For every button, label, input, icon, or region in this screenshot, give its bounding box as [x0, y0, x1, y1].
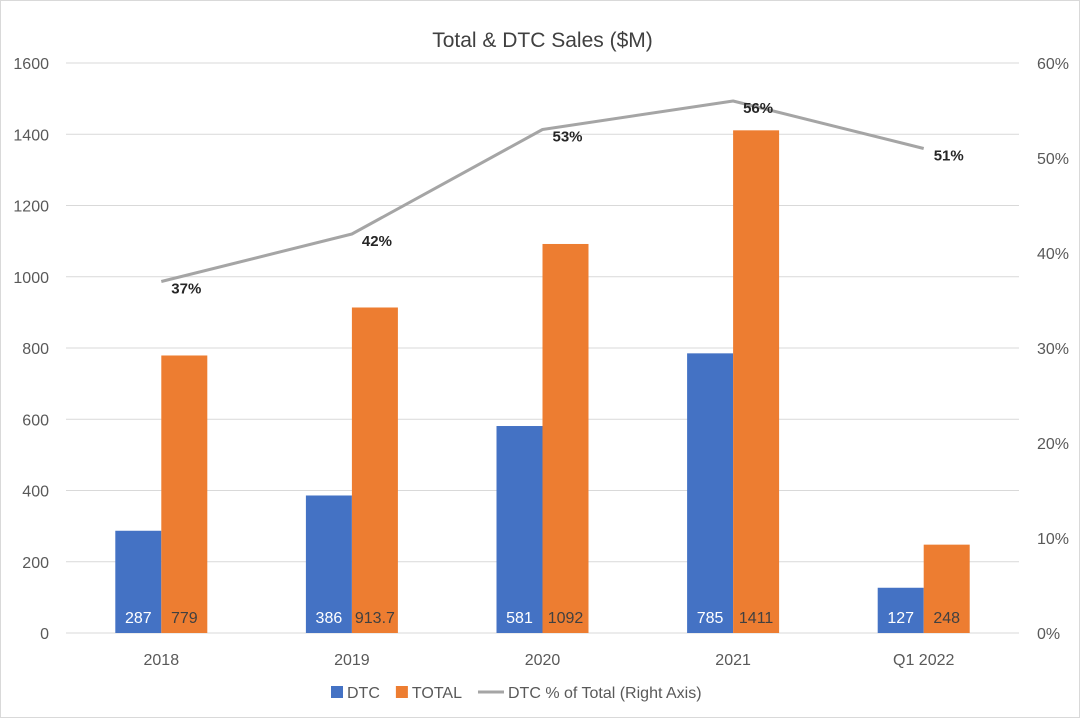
y-tick-label: 1200 — [13, 199, 49, 216]
bar-dtc — [687, 353, 734, 633]
bar-value-label: 248 — [933, 610, 960, 627]
legend-label: DTC % of Total (Right Axis) — [508, 685, 702, 702]
percent-label: 56% — [743, 100, 773, 117]
y-tick-label: 200 — [22, 555, 49, 572]
y2-tick-label: 40% — [1037, 246, 1069, 263]
x-tick-label: Q1 2022 — [893, 652, 954, 669]
bars: 287 386 581 785 127 779 913.7 1092 1411 248 — [115, 130, 970, 634]
y-tick-label: 400 — [22, 484, 49, 501]
bar-value-label: 581 — [506, 610, 533, 627]
chart-title: Total & DTC Sales ($M) — [432, 29, 653, 52]
y2-tick-label: 30% — [1037, 341, 1069, 358]
bar-value-label: 779 — [171, 610, 198, 627]
bar-total — [923, 544, 970, 633]
bar-value-label: 785 — [697, 610, 724, 627]
x-tick-label: 2019 — [334, 652, 370, 669]
y2-tick-label: 0% — [1037, 626, 1060, 643]
bar-value-label: 1092 — [548, 610, 584, 627]
legend-label: DTC — [347, 685, 380, 702]
legend-swatch — [331, 686, 343, 698]
dtc-percent-line — [160, 99, 925, 283]
bar-total — [351, 307, 398, 633]
x-tick-label: 2020 — [525, 652, 561, 669]
y-tick-label: 800 — [22, 341, 49, 358]
y2-tick-label: 20% — [1037, 436, 1069, 453]
percent-label: 51% — [934, 148, 964, 165]
percent-label: 42% — [362, 233, 392, 250]
y2-tick-label: 10% — [1037, 531, 1069, 548]
x-tick-label: 2018 — [144, 652, 180, 669]
y-tick-label: 1400 — [13, 127, 49, 144]
bar-value-label: 1411 — [739, 610, 774, 627]
legend-label: TOTAL — [412, 685, 462, 702]
y-tick-label: 0 — [40, 626, 49, 643]
y2-tick-label: 50% — [1037, 151, 1069, 168]
bar-value-label: 386 — [316, 610, 343, 627]
left-axis-ticks: 0 200 400 600 800 1000 1200 1400 1600 — [13, 56, 49, 643]
bar-dtc — [877, 587, 924, 633]
y-tick-label: 600 — [22, 412, 49, 429]
bar-total — [161, 355, 208, 633]
bar-value-label: 913.7 — [355, 610, 395, 627]
y2-tick-label: 60% — [1037, 56, 1069, 73]
bar-value-label: 127 — [887, 610, 914, 627]
legend-swatch — [395, 686, 408, 698]
percent-line: 37% 42% 53% 56% 51% — [160, 99, 964, 298]
bar-dtc — [496, 426, 543, 633]
bar-value-label: 287 — [125, 610, 152, 627]
x-tick-label: 2021 — [715, 652, 751, 669]
category-axis-ticks: 2018 2019 2020 2021 Q1 2022 — [144, 652, 955, 669]
y-tick-label: 1000 — [13, 270, 49, 287]
bar-dtc — [305, 495, 352, 633]
bar-total — [542, 243, 589, 633]
legend: DTC TOTAL DTC % of Total (Right Axis) — [331, 685, 702, 702]
percent-label: 53% — [553, 129, 583, 146]
bar-total — [733, 130, 780, 634]
bar-dtc — [115, 530, 162, 633]
percent-label: 37% — [171, 281, 201, 298]
y-tick-label: 1600 — [13, 56, 49, 73]
right-axis-ticks: 0% 10% 20% 30% 40% 50% 60% — [1037, 56, 1069, 643]
